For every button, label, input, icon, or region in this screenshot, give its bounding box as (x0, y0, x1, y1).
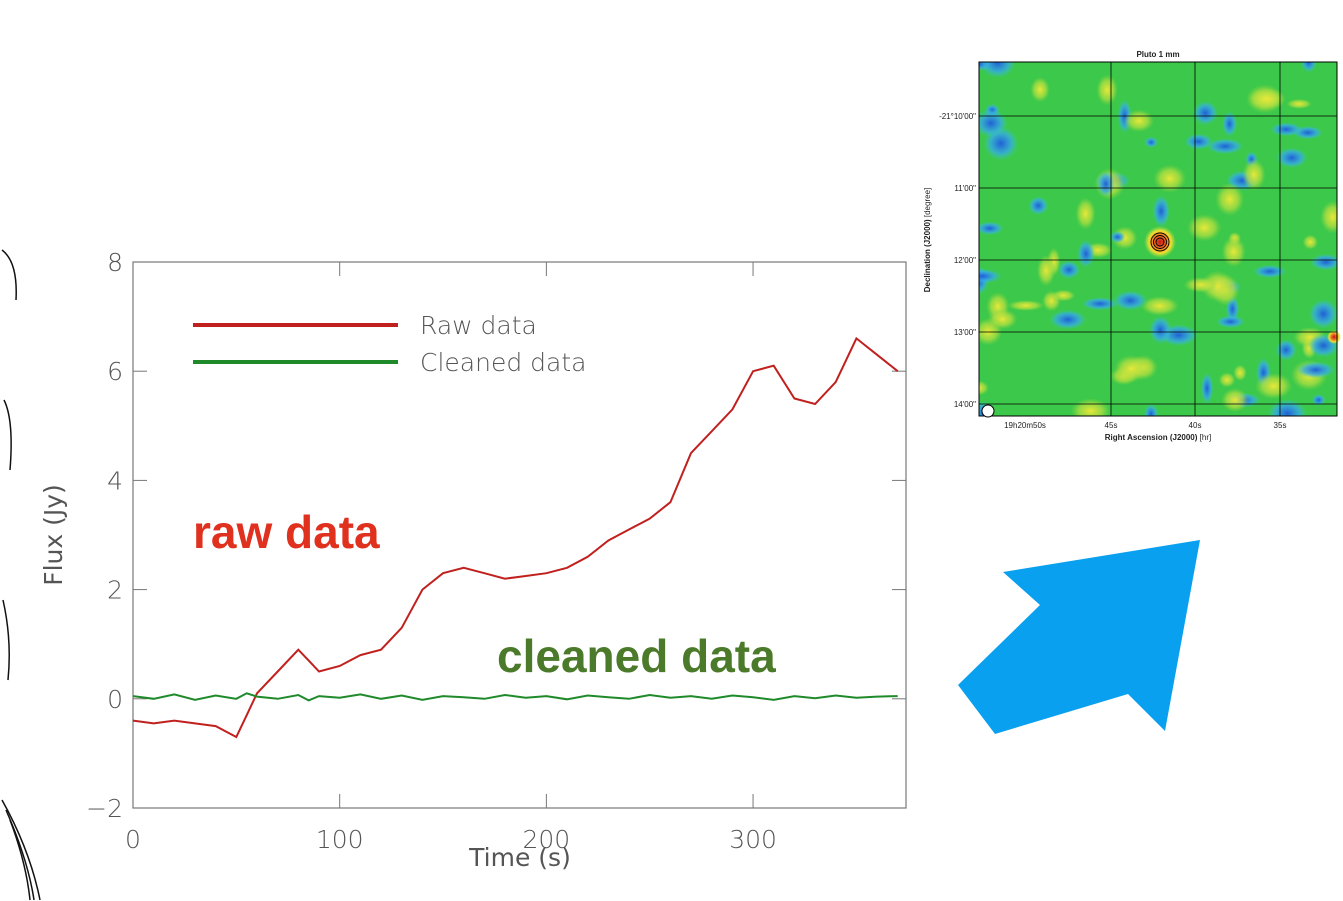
left-decoration (2, 250, 40, 900)
texture-blob (1114, 355, 1148, 382)
map-x-label-unit: [hr] (1200, 433, 1212, 442)
annotation: raw data (193, 506, 380, 558)
texture-blob (1255, 373, 1292, 399)
texture-blob (1219, 372, 1236, 387)
map-title: Pluto 1 mm (1136, 50, 1179, 59)
x-tick-label: 100 (316, 825, 364, 854)
texture-blob (1303, 235, 1318, 250)
map-y-label: Declination (J2000) [degree] (923, 188, 932, 293)
texture-blob (1309, 299, 1338, 328)
texture-blob (1050, 310, 1087, 330)
texture-blob (1030, 77, 1050, 103)
texture-blob (1149, 316, 1171, 344)
series-line (133, 693, 898, 700)
map-x-tick: 40s (1189, 421, 1202, 430)
map-x-tick: 19h20m50s (1004, 421, 1046, 430)
texture-blob (1222, 236, 1246, 267)
texture-blob (1096, 74, 1118, 105)
texture-blob (1193, 101, 1218, 125)
map-x-tick: 35s (1274, 421, 1287, 430)
texture-blob (1037, 255, 1055, 287)
texture-blob (1144, 404, 1158, 424)
texture-blob (1097, 171, 1115, 196)
texture-blob (1075, 197, 1095, 229)
texture-blob (1077, 240, 1095, 267)
texture-blob (1144, 137, 1158, 148)
texture-blob (1007, 300, 1044, 311)
y-tick-label: 6 (107, 357, 123, 386)
arrow (958, 540, 1200, 734)
texture-blob (1286, 99, 1312, 109)
texture-blob (1028, 196, 1048, 215)
map-y-tick: 14'00" (954, 400, 976, 409)
annotation: cleaned data (497, 630, 776, 682)
texture-blob (1276, 339, 1297, 360)
texture-blob (1153, 165, 1186, 193)
texture-blob (980, 47, 1015, 78)
texture-blob (1276, 148, 1307, 168)
texture-blob (1253, 265, 1286, 278)
texture-blob (1110, 231, 1125, 243)
texture-blob (1216, 316, 1245, 328)
beam (982, 405, 994, 417)
texture-blob (1270, 122, 1302, 136)
texture-blob (1071, 398, 1111, 423)
map-x-label-main: Right Ascension (J2000) (1105, 433, 1198, 442)
texture-blob (1242, 159, 1265, 191)
texture-blob (987, 309, 1017, 329)
x-tick-label: 300 (729, 825, 777, 854)
texture-blob (1113, 291, 1147, 311)
source (1144, 226, 1176, 258)
texture-blob (1221, 388, 1248, 412)
map-y-tick: 12'00" (954, 256, 976, 265)
texture-blob (1082, 297, 1119, 310)
legend-label: Cleaned data (420, 348, 586, 377)
texture-blob (1124, 110, 1155, 133)
texture-blob (1201, 373, 1214, 405)
y-tick-label: 8 (107, 248, 123, 277)
texture-blob (1187, 214, 1222, 241)
map-y-tick: 11'00" (954, 184, 976, 193)
page: {"chart_data": {"type": "line", "xlabel"… (0, 0, 1343, 901)
texture-blob (1058, 261, 1080, 279)
texture-blob (1184, 277, 1219, 293)
texture-blob (963, 269, 1001, 284)
texture-blob (1222, 111, 1237, 136)
texture-blob (976, 222, 1004, 235)
texture-blob (1296, 362, 1335, 379)
map-y-label-main: Declination (J2000) (923, 219, 932, 292)
texture-blob (1184, 134, 1212, 150)
map-y-tick: 13'00" (954, 328, 976, 337)
texture-blob (1042, 290, 1061, 311)
map-y-label-unit: [degree] (923, 188, 932, 217)
y-tick-label: −2 (86, 794, 123, 823)
slide: Time (s) Flux (Jy) −2024680100200300Raw … (0, 0, 1343, 901)
map-y-tick: -21°10'00" (939, 112, 976, 121)
y-tick-label: 2 (107, 576, 123, 605)
map-x-tick: 45s (1105, 421, 1118, 430)
sky-map: Pluto 1 mm 19h20m50s 45s 40s 35s -21°10'… (923, 47, 1343, 442)
texture-blob (1152, 195, 1169, 227)
y-tick-label: 0 (107, 685, 123, 714)
x-tick-label: 0 (125, 825, 141, 854)
map-x-label: Right Ascension (J2000) [hr] (1105, 433, 1211, 442)
y-axis-label: Flux (Jy) (39, 484, 68, 586)
legend-label: Raw data (420, 311, 537, 340)
y-tick-label: 4 (107, 466, 123, 495)
x-tick-label: 200 (523, 825, 571, 854)
